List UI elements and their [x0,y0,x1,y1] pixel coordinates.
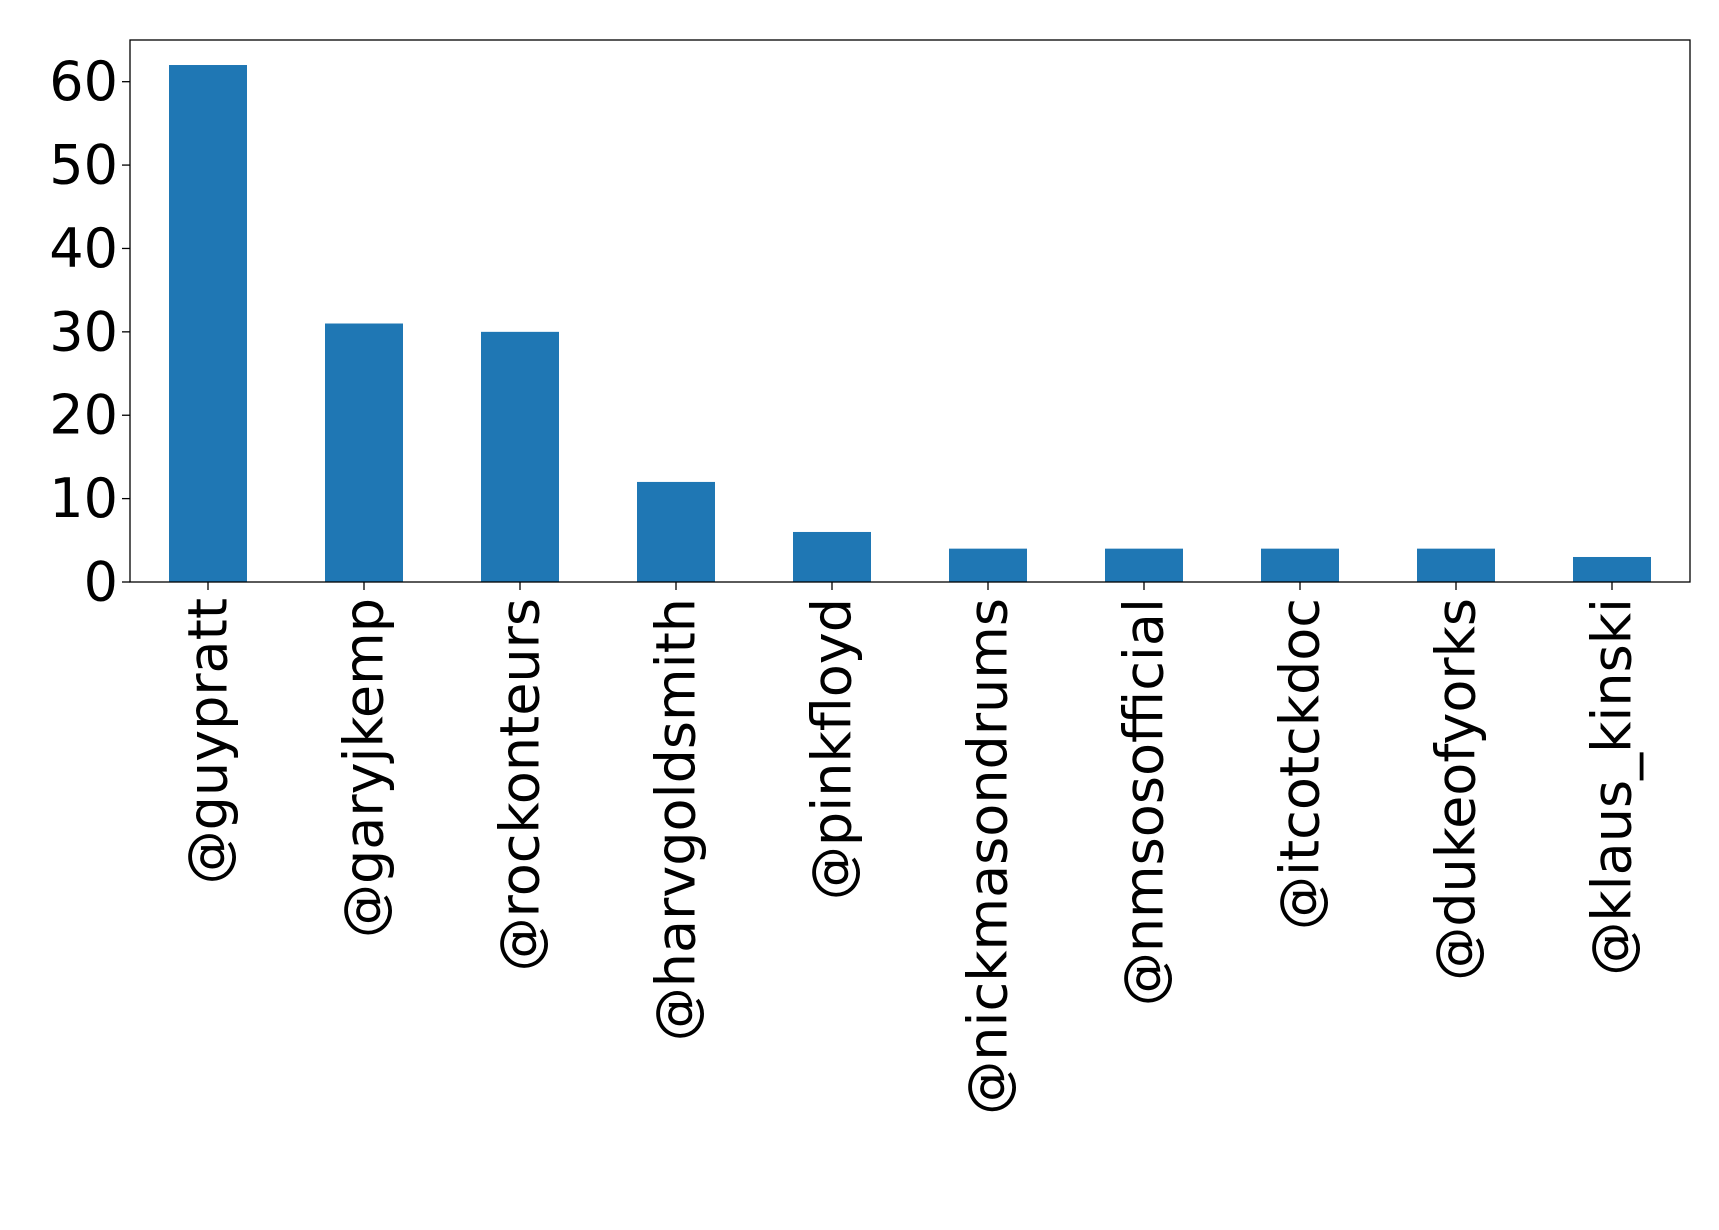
x-tick-label: @klaus_kinski [1581,598,1644,976]
x-tick-label: @nickmasondrums [957,598,1020,1115]
y-tick-label: 60 [49,50,118,113]
x-tick-label: @garyjkemp [333,598,396,938]
y-tick-label: 50 [49,134,118,197]
bar-4 [793,531,871,582]
y-tick-label: 40 [49,217,118,280]
bar-5 [949,548,1027,582]
bar-8 [1417,548,1495,582]
y-tick-label: 0 [84,551,118,614]
x-tick-label: @harvgoldsmith [645,598,708,1041]
bar-3 [637,481,715,582]
x-axis: @guypratt @garyjkemp @rockonteurs @harvgold… [177,582,1644,1115]
bar-0 [169,65,247,582]
bar-2 [481,331,559,582]
y-tick-label: 30 [49,300,118,363]
x-tick-label: @itcotckdoc [1269,598,1332,930]
bar-9 [1573,556,1651,582]
bar-7 [1261,548,1339,582]
y-tick-label: 10 [49,467,118,530]
bar-1 [325,323,403,582]
x-tick-label: @rockonteurs [489,598,552,971]
y-tick-label: 20 [49,384,118,447]
bars-group [169,65,1651,582]
x-tick-label: @dukeofyorks [1425,598,1488,981]
x-tick-label: @nmsosofficial [1113,598,1176,1006]
plot-frame [129,39,1691,583]
bar-6 [1105,548,1183,582]
x-tick-label: @guypratt [177,598,240,884]
x-tick-label: @pinkfloyd [801,598,864,900]
y-axis: 0 10 20 30 40 50 60 [49,50,130,614]
